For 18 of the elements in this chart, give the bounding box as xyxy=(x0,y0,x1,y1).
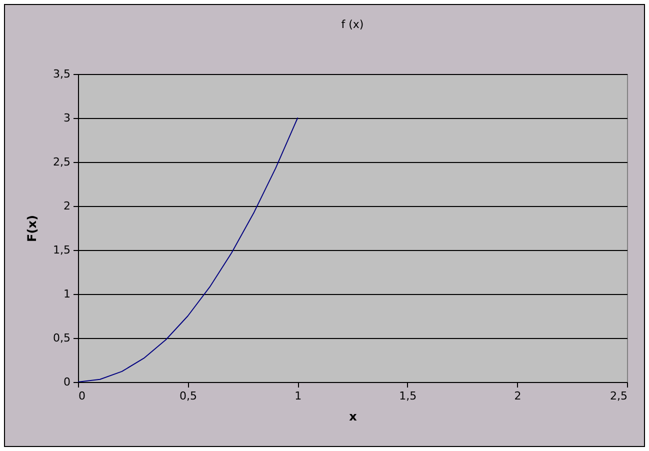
y-tick-label: 1,5 xyxy=(53,244,70,256)
x-tick-label: 1,5 xyxy=(399,390,417,402)
x-axis-title: x xyxy=(349,410,358,424)
chart-title: f (x) xyxy=(341,18,364,31)
x-tick-label: 0,5 xyxy=(180,390,198,402)
y-tick-label: 1 xyxy=(64,288,70,300)
x-tick-label: 0 xyxy=(78,390,86,402)
y-tick-label: 3,5 xyxy=(53,68,70,80)
y-tick-label: 2,5 xyxy=(53,156,70,168)
line-series xyxy=(78,118,298,382)
x-tick-label: 2,5 xyxy=(610,390,628,402)
y-axis-title: F(x) xyxy=(25,215,40,242)
x-tick-label: 1 xyxy=(294,390,302,402)
x-tick-label: 2 xyxy=(514,390,522,402)
y-tick-label: 0,5 xyxy=(53,332,70,344)
y-tick-label: 2 xyxy=(64,200,70,212)
y-tick-label: 3 xyxy=(64,112,70,124)
y-tick-label: 0 xyxy=(64,376,70,388)
